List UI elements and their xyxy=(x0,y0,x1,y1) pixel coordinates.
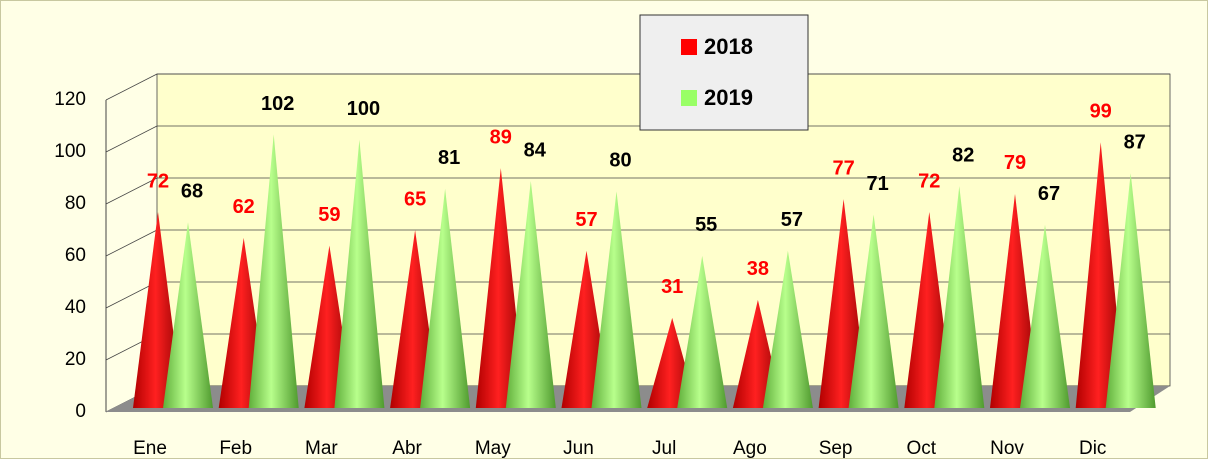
cone xyxy=(591,191,642,408)
x-tick-label: Dic xyxy=(1079,438,1106,459)
x-tick-label: Jun xyxy=(563,438,594,459)
grid-line-side xyxy=(105,177,158,205)
cone xyxy=(505,181,556,408)
data-label: 72 xyxy=(147,170,169,192)
data-label: 67 xyxy=(1038,183,1060,205)
data-label: 77 xyxy=(832,157,854,179)
y-tick-label: 0 xyxy=(75,401,86,422)
data-label: 65 xyxy=(404,188,426,210)
data-label: 72 xyxy=(918,170,940,192)
data-label: 102 xyxy=(261,93,294,115)
legend: 2018 2019 xyxy=(639,14,809,131)
grid-line-side xyxy=(105,229,158,257)
data-label: 87 xyxy=(1124,132,1146,154)
x-tick-label: Mar xyxy=(305,438,338,459)
legend-box xyxy=(639,14,809,131)
data-label: 68 xyxy=(181,181,203,203)
grid-line-side xyxy=(105,125,158,153)
cone xyxy=(334,139,385,408)
data-label: 71 xyxy=(866,173,888,195)
y-tick-label: 100 xyxy=(54,141,86,162)
cone xyxy=(420,188,471,408)
cone xyxy=(1105,173,1156,408)
data-label: 84 xyxy=(524,139,547,161)
y-tick-label: 40 xyxy=(65,297,86,318)
y-tick-label: 80 xyxy=(65,193,86,214)
data-label: 100 xyxy=(347,98,380,120)
x-tick-label: Oct xyxy=(907,438,937,459)
x-tick-label: Ago xyxy=(733,438,767,459)
data-label: 57 xyxy=(575,209,597,231)
cone xyxy=(1020,224,1070,408)
grid-line-side xyxy=(105,73,158,101)
data-label: 31 xyxy=(661,276,683,298)
x-tick-label: Jul xyxy=(652,438,676,459)
y-tick-label: 60 xyxy=(65,245,86,266)
y-tick-label: 120 xyxy=(54,89,86,110)
legend-label: 2018 xyxy=(704,34,753,59)
x-tick-label: Abr xyxy=(392,438,422,459)
data-label: 89 xyxy=(490,126,512,148)
cone xyxy=(248,134,299,408)
legend-label: 2019 xyxy=(704,85,753,110)
x-tick-label: Feb xyxy=(219,438,252,459)
y-tick-label: 20 xyxy=(65,349,86,370)
legend-swatch xyxy=(681,90,697,106)
cone xyxy=(762,250,813,408)
x-tick-label: May xyxy=(475,438,511,459)
data-label: 81 xyxy=(438,147,460,169)
data-label: 99 xyxy=(1090,101,1112,123)
cone xyxy=(163,222,213,408)
data-label: 55 xyxy=(695,214,717,236)
cone xyxy=(677,255,728,408)
x-tick-label: Nov xyxy=(990,438,1024,459)
x-tick-label: Sep xyxy=(819,438,853,459)
data-label: 80 xyxy=(609,150,631,172)
cone xyxy=(934,186,985,408)
legend-swatch xyxy=(681,39,697,55)
data-label: 62 xyxy=(233,196,255,218)
data-label: 38 xyxy=(747,258,769,280)
data-label: 59 xyxy=(318,204,340,226)
x-tick-label: Ene xyxy=(133,438,167,459)
cone xyxy=(848,214,899,408)
data-label: 79 xyxy=(1004,152,1026,174)
data-label: 82 xyxy=(952,144,974,166)
data-label: 57 xyxy=(781,209,803,231)
grid-line-side xyxy=(105,281,158,309)
